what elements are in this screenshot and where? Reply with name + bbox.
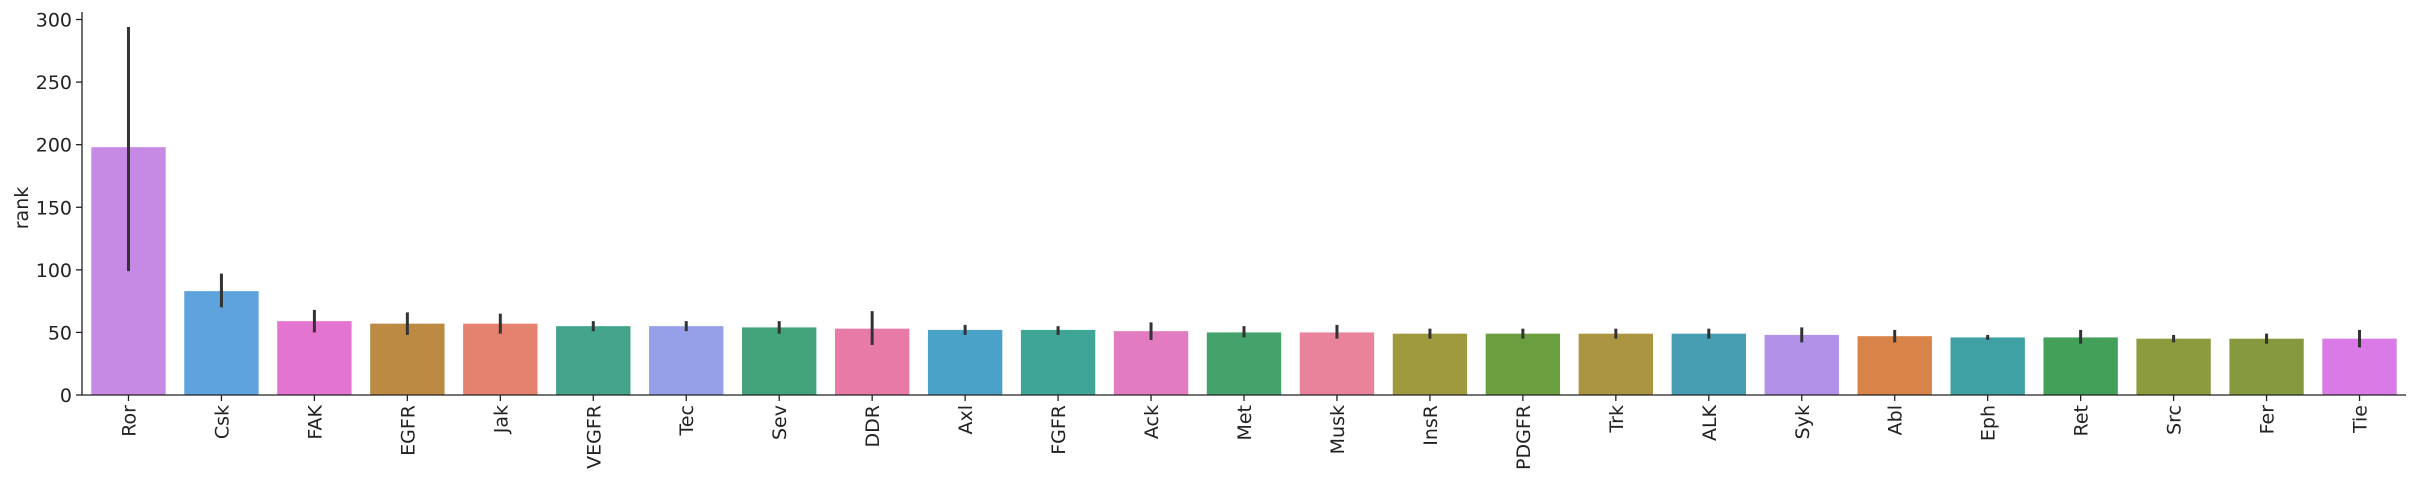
y-tick-label: 150	[36, 197, 72, 219]
y-tick-label: 200	[36, 135, 72, 157]
x-tick-label: Axl	[955, 405, 977, 435]
bar	[1578, 333, 1654, 395]
bar	[1950, 337, 2025, 395]
x-tick-label: Csk	[211, 405, 233, 439]
bar	[184, 291, 259, 395]
x-tick-label: Tie	[2350, 405, 2372, 434]
y-tick-label: 100	[36, 260, 72, 282]
x-tick-label: DDR	[862, 405, 884, 447]
x-tick-label: Syk	[1792, 405, 1814, 439]
x-tick-label: Ack	[1141, 405, 1163, 439]
y-tick-label: 250	[36, 72, 72, 94]
bar	[1857, 336, 1932, 395]
bar	[1299, 332, 1375, 395]
bar	[463, 323, 538, 395]
y-axis-label: rank	[11, 187, 33, 230]
x-tick-label: Eph	[1978, 405, 2000, 441]
bar	[2229, 338, 2304, 395]
x-tick-label: Abl	[1885, 405, 1907, 435]
x-tick-label: Fer	[2257, 405, 2279, 435]
bar	[1206, 332, 1282, 395]
x-tick-label: EGFR	[397, 405, 419, 456]
bar	[556, 326, 631, 395]
y-tick-label: 0	[60, 385, 72, 407]
bar	[277, 321, 352, 395]
x-tick-label: VEGFR	[583, 405, 605, 469]
bar	[2322, 338, 2397, 395]
x-tick-label: InsR	[1420, 405, 1442, 446]
x-tick-label: Tec	[676, 405, 698, 437]
x-tick-label: PDGFR	[1513, 405, 1535, 470]
bar	[742, 327, 817, 395]
bar	[649, 326, 724, 395]
bar	[1485, 333, 1561, 395]
x-tick-label: Sev	[769, 405, 791, 440]
bar	[1020, 329, 1096, 395]
x-tick-label: Src	[2164, 405, 2186, 435]
x-tick-label: Ror	[118, 405, 140, 437]
bar	[2043, 337, 2118, 395]
x-tick-label: Ret	[2071, 405, 2093, 437]
bar	[1671, 333, 1746, 395]
x-tick-label: ALK	[1699, 404, 1721, 441]
bar	[1113, 331, 1189, 395]
bar	[2136, 338, 2211, 395]
bar	[370, 323, 445, 395]
x-tick-label: Jak	[490, 405, 512, 434]
y-tick-label: 50	[48, 322, 72, 344]
x-tick-label: Trk	[1606, 405, 1628, 434]
y-tick-label: 300	[36, 10, 72, 32]
x-tick-label: FAK	[304, 404, 326, 439]
x-tick-label: Met	[1234, 405, 1256, 441]
bar	[927, 329, 1003, 395]
bar	[1392, 333, 1468, 395]
bar	[1764, 334, 1839, 395]
x-tick-label: FGFR	[1048, 405, 1070, 455]
x-tick-label: Musk	[1327, 405, 1349, 454]
